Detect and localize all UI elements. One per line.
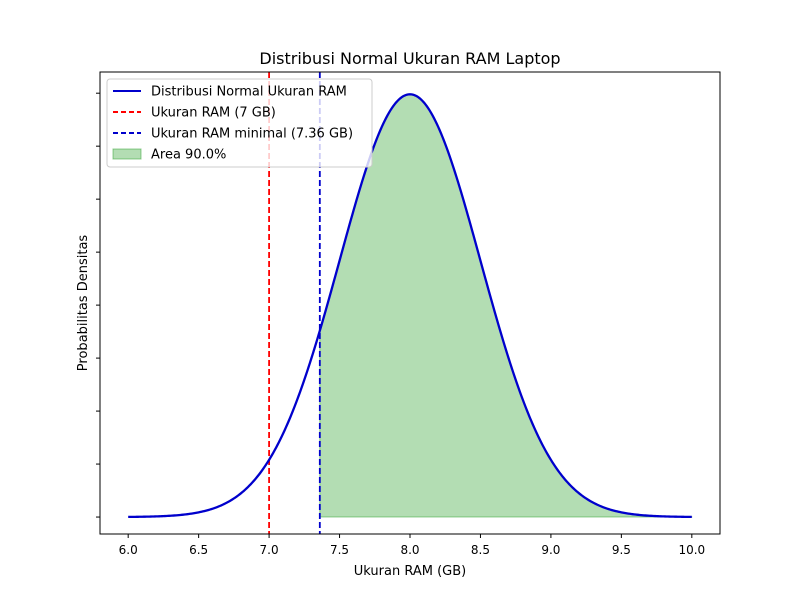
legend: Distribusi Normal Ukuran RAM Ukuran RAM (… (106, 78, 373, 168)
x-tick-label: 7.5 (330, 543, 349, 557)
x-tick-label: 9.0 (541, 543, 560, 557)
legend-swatch (112, 148, 142, 160)
x-axis-label: Ukuran RAM (GB) (354, 564, 466, 579)
legend-label: Distribusi Normal Ukuran RAM (151, 85, 347, 100)
distribution-curve (128, 93, 692, 519)
legend-label: Ukuran RAM minimal (7.36 GB) (151, 127, 353, 142)
x-tick-label: 6.5 (189, 543, 208, 557)
chart-title: Distribusi Normal Ukuran RAM Laptop (259, 49, 560, 68)
y-axis-label: Probabilitas Densitas (76, 235, 91, 372)
x-tick-label: 8.0 (400, 543, 419, 557)
x-tick-label: 9.5 (612, 543, 631, 557)
area-fill (319, 93, 693, 518)
x-tick-label: 6.0 (119, 543, 138, 557)
x-tick-label: 8.5 (471, 543, 490, 557)
x-tick-label: 10.0 (678, 543, 705, 557)
x-tick-label: 7.0 (260, 543, 279, 557)
legend-label: Ukuran RAM (7 GB) (151, 106, 276, 121)
legend-box (106, 78, 373, 168)
legend-label: Area 90.0% (151, 148, 226, 163)
